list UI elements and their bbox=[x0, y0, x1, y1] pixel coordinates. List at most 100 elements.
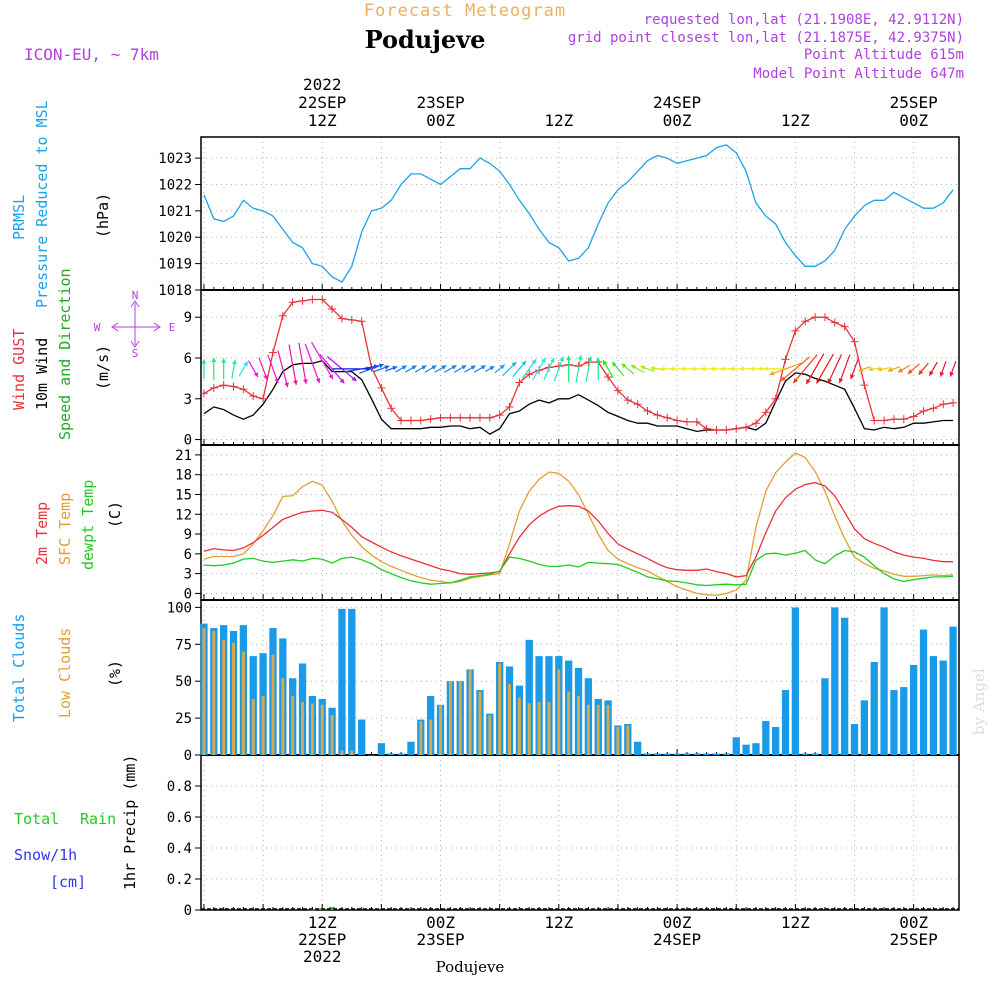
low-cloud-bar bbox=[222, 639, 226, 755]
y-tick-label: 0.8 bbox=[167, 779, 192, 795]
wind-arrow bbox=[344, 365, 379, 373]
wind-arrow-head bbox=[621, 363, 627, 369]
wind-arrow-head bbox=[680, 366, 685, 372]
panel-frame bbox=[200, 754, 960, 911]
wind-arrow-head bbox=[838, 378, 844, 384]
y-tick-label: 9 bbox=[184, 310, 192, 326]
wind-arrow-head bbox=[499, 364, 505, 370]
low-cloud-bar bbox=[468, 669, 472, 755]
y-tick-label: 0 bbox=[184, 748, 192, 764]
time-label-top: 00Z bbox=[426, 111, 455, 130]
wind-arrow-head bbox=[793, 378, 799, 383]
cloud-bars bbox=[200, 607, 957, 756]
wind-arrow bbox=[319, 353, 345, 384]
pressure-label-1: PRMSL bbox=[10, 195, 28, 240]
y-tick-label: 25 bbox=[175, 711, 192, 727]
wind-arrow-head bbox=[315, 378, 321, 383]
wind-arrow bbox=[298, 342, 307, 385]
low-cloud-bar bbox=[439, 704, 442, 755]
wind-arrow bbox=[288, 344, 297, 386]
wind-arrow-head bbox=[511, 362, 517, 367]
wind-labels: Wind GUST 10m Wind Speed and Direction (… bbox=[10, 268, 112, 440]
y-tick-label: 6 bbox=[184, 547, 192, 563]
time-label-top: 00Z bbox=[899, 111, 928, 130]
low-cloud-bar bbox=[281, 678, 285, 755]
wind-arrow-head bbox=[263, 375, 268, 380]
low-cloud-bar bbox=[340, 750, 344, 755]
wind-arrow-head bbox=[939, 371, 945, 377]
wind-arrow-head bbox=[587, 356, 593, 362]
rain-bar bbox=[329, 906, 336, 910]
low-cloud-bar bbox=[320, 704, 324, 755]
low-cloud-bar bbox=[251, 698, 255, 755]
wind-arrow-head bbox=[284, 382, 289, 388]
total-cloud-bar bbox=[397, 753, 405, 755]
total-cloud-bar bbox=[900, 687, 908, 755]
low-cloud-bar bbox=[577, 695, 580, 755]
precip-axis-label: 1hr Precip (mm) bbox=[121, 755, 139, 890]
wind-arrow-head bbox=[877, 366, 883, 372]
model-altitude: Model Point Altitude 647m bbox=[753, 66, 964, 82]
low-cloud-bar bbox=[232, 642, 235, 755]
wind-arrows bbox=[201, 341, 957, 388]
wind-arrow-head bbox=[631, 365, 637, 370]
wind-arrow-head bbox=[763, 366, 768, 372]
low-cloud-bar bbox=[498, 663, 502, 755]
total-cloud-bar bbox=[643, 753, 652, 755]
low-cloud-bar bbox=[301, 701, 304, 755]
wind-arrow bbox=[838, 354, 851, 384]
wind-arrow-head bbox=[201, 359, 207, 364]
wind-arrow-head bbox=[710, 366, 715, 372]
total-cloud-bar bbox=[831, 607, 839, 755]
low-cloud-bar bbox=[488, 715, 492, 755]
wind-arrow-head bbox=[411, 365, 417, 370]
wind-arrow-head bbox=[328, 374, 333, 380]
low-cloud-bar bbox=[596, 704, 600, 755]
time-label-bottom: 24SEP bbox=[653, 930, 701, 949]
total-cloud-bar bbox=[338, 608, 346, 755]
y-tick-label: 0.2 bbox=[167, 872, 192, 888]
total-cloud-bar bbox=[752, 743, 760, 755]
total-cloud-bar bbox=[949, 626, 957, 755]
low-cloud-bar bbox=[271, 654, 275, 755]
low-cloud-bar bbox=[458, 681, 462, 755]
compass-e: E bbox=[169, 321, 176, 334]
plot-area: 1018 1019 1020 1021 1022 1023 0 3 6 9 0 3 6 9 12 15 18 21… bbox=[158, 75, 960, 966]
wind-arrow-head bbox=[421, 365, 427, 370]
time-label-top: 25SEP bbox=[890, 93, 938, 112]
wind-arrow bbox=[792, 354, 818, 384]
wind-arrow-head bbox=[243, 361, 248, 367]
total-cloud-bar bbox=[673, 753, 681, 755]
wind-arrow-head bbox=[918, 369, 924, 375]
cloud-labels: Total Clouds Low Clouds (%) bbox=[10, 614, 124, 722]
wind-arrow bbox=[311, 341, 334, 380]
y-tick-label: 9 bbox=[184, 527, 192, 543]
wind-arrow-head bbox=[431, 365, 437, 370]
wind-arrow bbox=[267, 354, 279, 384]
low-cloud-bar bbox=[212, 631, 216, 755]
time-label-top: 2022 bbox=[303, 75, 342, 94]
y-tick-label: 15 bbox=[175, 487, 192, 503]
time-label-top: 12Z bbox=[781, 111, 810, 130]
wind-arrow-head bbox=[531, 359, 537, 365]
time-label-bottom: 2022 bbox=[303, 947, 342, 966]
time-label-top: 23SEP bbox=[416, 93, 464, 112]
low-cloud-bar bbox=[626, 725, 630, 755]
wind-arrow-head bbox=[392, 365, 398, 371]
low-cloud-bar bbox=[606, 704, 610, 755]
low-cloud-bar bbox=[547, 701, 551, 755]
rain-label-a: Total bbox=[14, 810, 59, 828]
wind-arrow-head bbox=[461, 365, 467, 370]
compass-w: W bbox=[94, 321, 101, 334]
wind-arrow bbox=[815, 353, 834, 384]
sfc-label: SFC Temp bbox=[56, 493, 74, 565]
low-cloud-bar bbox=[508, 684, 511, 755]
wind-arrow-head bbox=[489, 366, 495, 371]
dewpt-temp-line bbox=[203, 549, 954, 587]
wind-arrow-head bbox=[720, 366, 725, 372]
y-tick-label: 0 bbox=[184, 586, 192, 602]
y-tick-label: 6 bbox=[184, 351, 192, 367]
wind-arrow-head bbox=[378, 363, 384, 369]
